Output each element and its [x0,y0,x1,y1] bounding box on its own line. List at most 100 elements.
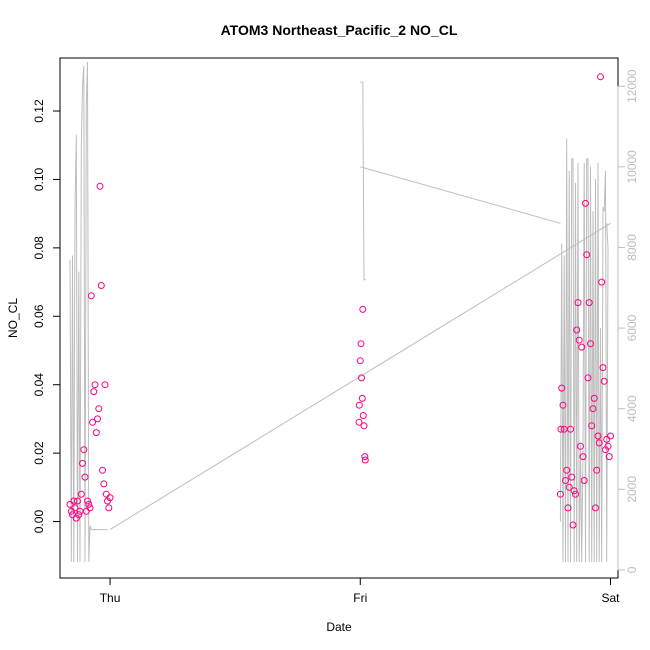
y2-tick-label: 6000 [625,314,639,341]
data-point [71,504,79,512]
data-point [580,477,588,484]
y-tick-label: 0.10 [32,167,46,191]
data-point [102,490,110,498]
data-point [562,477,569,484]
data-point [355,401,363,409]
data-point [588,422,596,430]
data-point [74,497,81,505]
data-point [94,415,101,423]
y2-tick-label: 0 [625,566,639,573]
data-point [79,459,86,467]
data-point [587,340,594,348]
data-point [92,429,100,437]
data-point [106,494,114,502]
data-point [593,466,601,474]
data-point [99,466,106,474]
no-cl-points-series [66,73,614,529]
y-tick-label: 0.06 [32,304,46,328]
data-point [565,483,573,491]
y-tick-label: 0.00 [32,510,46,534]
axes: Thu Fri Sat 0.00 0.02 0.04 0.06 0.08 0.10 0.12 0 20… [32,69,639,605]
data-point [569,521,577,529]
plot-frame [59,57,619,579]
data-point [598,278,606,286]
data-point [570,487,578,495]
data-point [590,394,598,402]
data-point [572,490,579,498]
x-tick-label: Sat [601,591,620,605]
data-point [85,500,93,508]
y2-tick-label: 8000 [625,234,639,261]
plot-border [59,57,619,579]
data-point [100,480,108,488]
y2-tick-label: 2000 [625,476,639,503]
data-point [574,299,582,307]
data-point [80,446,88,454]
data-point [84,497,91,505]
data-point [579,453,587,461]
data-point [595,439,603,447]
data-point [568,473,576,481]
data-point [597,73,604,81]
data-point [69,511,76,519]
data-point [91,381,99,389]
altitude-line-segment [360,81,366,281]
y2-tick-label: 10000 [625,150,639,184]
data-point [77,490,85,498]
data-point [86,504,94,512]
data-point [361,453,369,461]
x-tick-label: Fri [353,591,367,605]
data-point [70,497,78,505]
data-point [95,405,103,413]
data-point [87,292,95,300]
data-point [97,282,105,289]
data-point [563,466,571,474]
data-point [75,511,83,519]
y-tick-label: 0.12 [32,99,46,123]
data-point [356,357,364,365]
data-point [358,394,366,402]
data-point [594,432,602,440]
y2-tick-label: 12000 [625,69,639,103]
data-point [585,299,593,307]
x-axis-label: Date [326,620,352,634]
altitude-line-segment [360,166,561,224]
y-tick-label: 0.02 [32,441,46,465]
data-point [359,305,367,313]
data-point [89,418,96,426]
data-point [584,374,592,382]
data-point [564,504,572,512]
y-tick-label: 0.04 [32,373,46,397]
data-point [589,405,597,413]
data-point [607,432,614,440]
data-point [573,326,581,334]
data-point [583,251,591,259]
data-point [101,381,109,389]
data-point [582,199,589,207]
data-point [605,453,613,461]
altitude-line-segment [559,138,609,562]
data-point [358,374,365,382]
data-point [575,336,583,344]
data-point [577,442,584,450]
chart-title: ATOM3 Northeast_Pacific_2 NO_CL [221,22,458,38]
data-point [105,504,113,512]
y-tick-label: 0.08 [32,236,46,260]
data-point [90,388,98,396]
data-point [360,422,368,430]
data-point [559,401,567,409]
y2-tick-label: 4000 [625,395,639,422]
data-point [604,442,612,450]
data-point [558,384,566,392]
data-point [81,473,89,481]
data-point [359,412,367,419]
y-axis-label: NO_CL [6,298,20,338]
data-point [592,504,599,512]
data-point [567,425,574,433]
x-tick-label: Thu [100,591,121,605]
altitude-line-segment [69,61,108,562]
data-point [556,490,564,498]
data-point [96,182,104,190]
